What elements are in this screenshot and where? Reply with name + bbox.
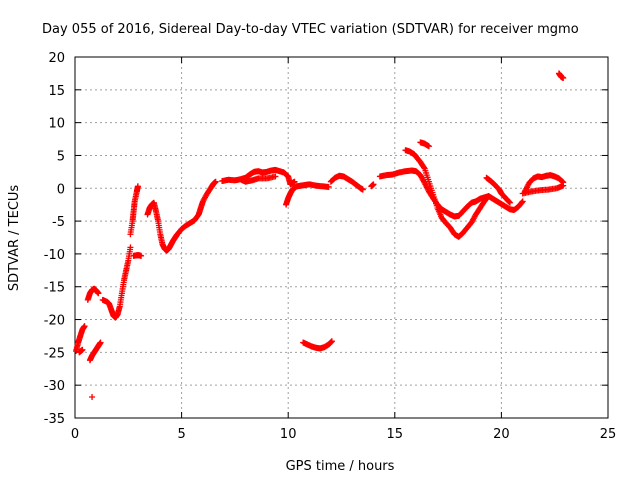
x-tick-label: 15 bbox=[387, 427, 404, 442]
data-point-marker bbox=[420, 164, 427, 171]
data-point-marker bbox=[97, 339, 104, 346]
y-tick-label: 20 bbox=[48, 51, 65, 66]
y-tick-label: 15 bbox=[48, 84, 65, 99]
plot-frame bbox=[74, 56, 609, 419]
y-tick-label: -35 bbox=[44, 412, 65, 427]
y-tick-label: -25 bbox=[44, 346, 65, 361]
y-tick-label: -15 bbox=[44, 281, 65, 296]
x-tick-label: 20 bbox=[493, 427, 510, 442]
data-point-marker bbox=[519, 198, 526, 205]
y-tick-label: 0 bbox=[57, 182, 65, 197]
y-tick-label: 10 bbox=[48, 117, 65, 132]
data-point-marker bbox=[89, 393, 96, 400]
y-tick-label: -10 bbox=[44, 248, 65, 263]
y-axis-label: SDTVAR / TECUs bbox=[7, 185, 22, 292]
x-tick-label: 10 bbox=[280, 427, 297, 442]
data-point-marker bbox=[359, 186, 366, 193]
chart-title: Day 055 of 2016, Sidereal Day-to-day VTE… bbox=[42, 22, 579, 37]
y-tick-label: -20 bbox=[44, 314, 65, 329]
data-points bbox=[73, 70, 567, 400]
data-point-marker bbox=[328, 338, 335, 345]
data-point-marker bbox=[127, 244, 134, 251]
data-point-marker bbox=[560, 75, 567, 82]
data-point-marker bbox=[325, 183, 332, 190]
data-point-marker bbox=[291, 178, 298, 185]
data-point-marker bbox=[138, 252, 145, 259]
x-axis-label: GPS time / hours bbox=[286, 459, 395, 474]
y-tick-label: -5 bbox=[52, 215, 65, 230]
grid bbox=[75, 57, 608, 418]
data-point-marker bbox=[506, 199, 513, 206]
x-tick-label: 0 bbox=[71, 427, 79, 442]
data-point-marker bbox=[370, 181, 377, 188]
data-point-marker bbox=[272, 173, 279, 180]
data-point-marker bbox=[560, 182, 567, 189]
data-point-marker bbox=[506, 198, 513, 205]
data-point-marker bbox=[81, 323, 88, 330]
y-tick-label: -30 bbox=[44, 379, 65, 394]
data-point-marker bbox=[134, 183, 141, 190]
x-tick-label: 25 bbox=[600, 427, 617, 442]
x-tick-label: 5 bbox=[177, 427, 185, 442]
y-tick-label: 5 bbox=[57, 149, 65, 164]
data-point-marker bbox=[519, 199, 526, 206]
data-point-marker bbox=[212, 178, 219, 185]
data-point-marker bbox=[95, 290, 102, 297]
data-point-marker bbox=[425, 143, 432, 150]
axis-ticks: 0 5 10 15 20 25 -35 -30 -25 -20 -15 -10 -5 0 5 10 15 20 bbox=[44, 51, 617, 442]
data-point-marker bbox=[79, 346, 86, 353]
